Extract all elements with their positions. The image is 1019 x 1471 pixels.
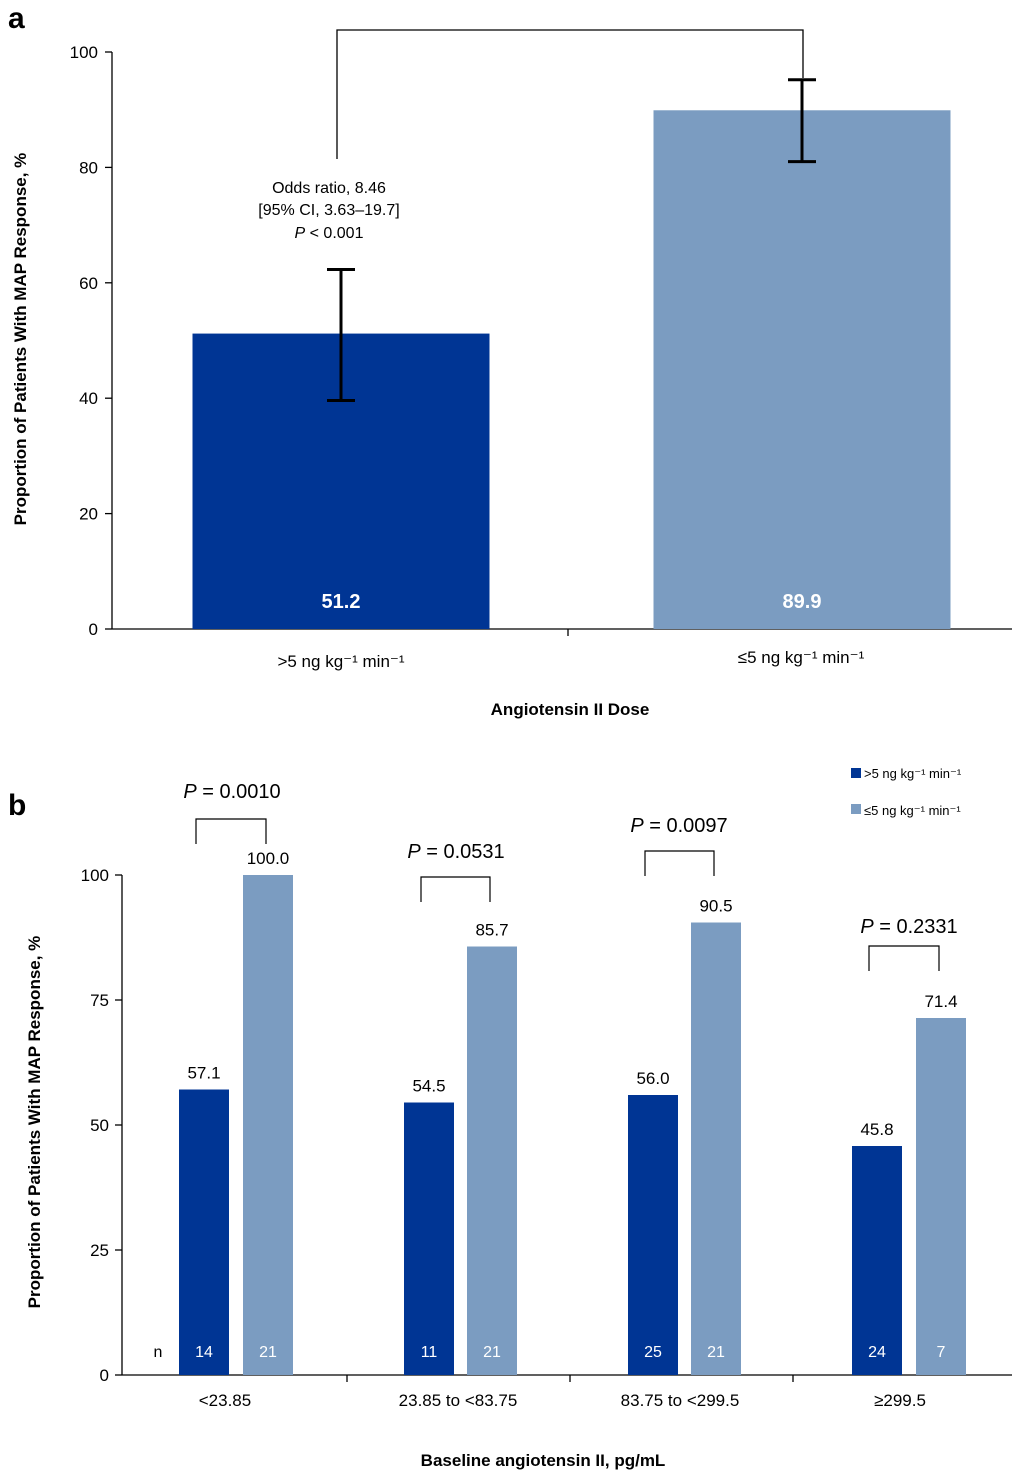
panel-b-n-label: 7 [937, 1344, 946, 1361]
panel-a-bars: 51.2 89.9 [192, 78, 951, 630]
panel-a-y-axis: 0 20 40 60 80 100 [70, 43, 113, 639]
panel-b-bar [691, 922, 741, 1375]
panel-b-y-tick-label: 50 [90, 1116, 109, 1135]
legend-swatch-dark [851, 768, 861, 778]
panel-b-comparison-bracket [868, 945, 940, 971]
panel-b-bar-value-label: 85.7 [475, 921, 508, 940]
panel-b-bar [404, 1102, 454, 1375]
legend: >5 ng kg⁻¹ min⁻¹ ≤5 ng kg⁻¹ min⁻¹ [851, 766, 962, 818]
panel-b-x-axis-title: Baseline angiotensin II, pg/mL [421, 1451, 666, 1470]
panel-b-bars: 57.1 14 54.5 11 56.0 25 45.8 24 100.0 21 85.7 21 90.… [179, 781, 966, 1375]
panel-a-letter: a [8, 2, 25, 35]
panel-b-y-axis-title: Proportion of Patients With MAP Response… [25, 936, 44, 1309]
panel-b-bar-value-label: 45.8 [860, 1120, 893, 1139]
panel-b-x-tick-label: ≥299.5 [874, 1391, 926, 1410]
legend-swatch-light [851, 804, 861, 814]
panel-a-y-tick-label: 100 [70, 43, 98, 62]
panel-b-bar-value-label: 57.1 [187, 1064, 220, 1083]
panel-b-bar [628, 1095, 678, 1375]
panel-b-y-axis: 0 25 50 75 100 [81, 866, 123, 1385]
panel-b-n-label: 21 [483, 1344, 501, 1361]
panel-b-bar [179, 1089, 229, 1375]
panel-b-n-key: n [154, 1344, 163, 1361]
panel-b-bar-value-label: 54.5 [412, 1077, 445, 1096]
panel-b-bar-value-label: 71.4 [924, 992, 957, 1011]
legend-label: ≤5 ng kg⁻¹ min⁻¹ [864, 803, 961, 818]
panel-a-y-tick-label: 60 [79, 274, 98, 293]
panel-b-p-value: P = 0.2331 [860, 916, 957, 938]
panel-a-x-axis-title: Angiotensin II Dose [491, 700, 650, 719]
panel-b-x-tick-label: <23.85 [199, 1391, 251, 1410]
panel-a-bar-value-label: 89.9 [783, 591, 822, 613]
panel-b-y-tick-label: 0 [100, 1366, 109, 1385]
panel-b-bar [916, 1018, 966, 1375]
panel-b-n-label: 24 [868, 1344, 886, 1361]
panel-b-y-tick-label: 25 [90, 1241, 109, 1260]
panel-b-n-label: 21 [259, 1344, 277, 1361]
panel-b-p-value: P = 0.0531 [407, 841, 504, 863]
panel-b-bar-value-label: 90.5 [699, 897, 732, 916]
panel-b-bar [852, 1146, 902, 1375]
panel-b-x-tick-label: 23.85 to <83.75 [399, 1391, 518, 1410]
panel-b-comparison-bracket [195, 818, 267, 844]
panel-a-y-tick-label: 20 [79, 505, 98, 524]
panel-b-comparison-bracket [420, 876, 491, 902]
panel-a-comparison-bracket [336, 29, 804, 159]
panel-a-confidence-interval: [95% CI, 3.63–19.7] [258, 202, 399, 219]
panel-a: a Proportion of Patients With MAP Respon… [8, 2, 1012, 719]
panel-b-x-tick-label: 83.75 to <299.5 [621, 1391, 740, 1410]
panel-b-n-label: 25 [644, 1344, 662, 1361]
legend-label: >5 ng kg⁻¹ min⁻¹ [864, 766, 962, 781]
panel-b-y-tick-label: 100 [81, 866, 109, 885]
panel-a-bar-value-label: 51.2 [322, 591, 361, 613]
panel-a-x-tick-label: >5 ng kg⁻¹ min⁻¹ [277, 652, 404, 671]
panel-b-bar [243, 875, 293, 1375]
panel-b-bar-value-label: 100.0 [247, 849, 290, 868]
panel-a-y-axis-title: Proportion of Patients With MAP Response… [11, 153, 30, 526]
panel-a-y-tick-label: 40 [79, 389, 98, 408]
panel-b-letter: b [8, 789, 26, 822]
panel-b-p-value: P = 0.0097 [630, 815, 727, 837]
panel-b-comparison-bracket [644, 850, 715, 876]
panel-b-n-label: 11 [421, 1344, 438, 1361]
panel-b-p-value: P = 0.0010 [183, 781, 280, 803]
panel-b-y-tick-label: 75 [90, 991, 109, 1010]
panel-b-bar [467, 946, 517, 1375]
panel-b-bar-value-label: 56.0 [636, 1069, 669, 1088]
panel-a-bar [653, 110, 951, 630]
panel-b-n-label: 14 [195, 1344, 213, 1361]
panel-a-x-tick-label: ≤5 ng kg⁻¹ min⁻¹ [738, 648, 865, 667]
panel-b-n-label: 21 [707, 1344, 725, 1361]
panel-a-p-value: P < 0.001 [295, 225, 364, 242]
panel-b: b Proportion of Patients With MAP Respon… [8, 766, 1012, 1470]
panel-a-odds-ratio: Odds ratio, 8.46 [272, 180, 386, 197]
panel-a-y-tick-label: 80 [79, 158, 98, 177]
panel-a-y-tick-label: 0 [89, 620, 98, 639]
